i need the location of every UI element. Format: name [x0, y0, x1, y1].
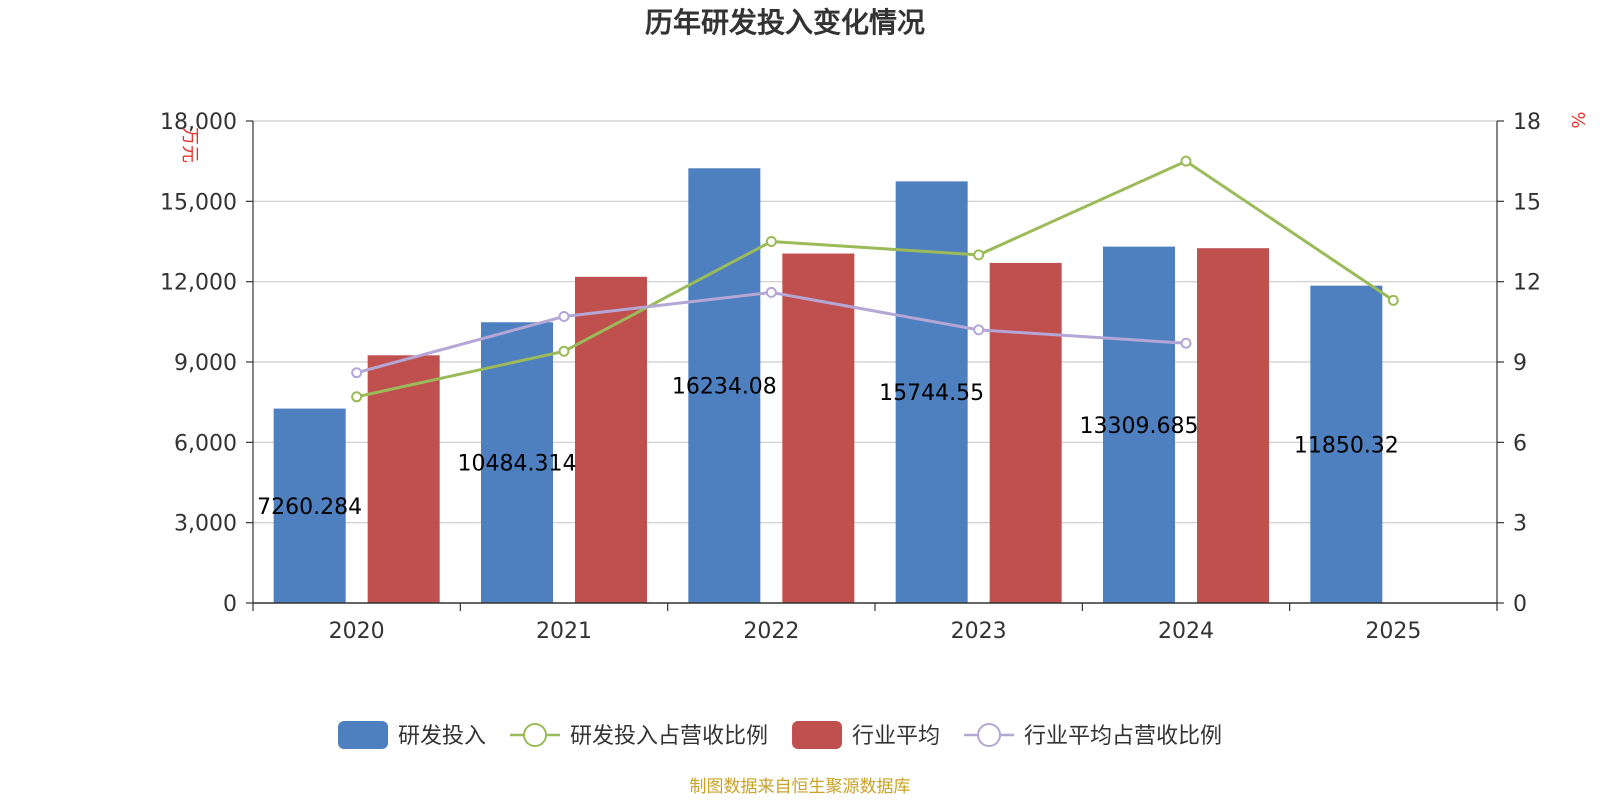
bar-2022-rd — [688, 168, 761, 603]
y-right-unit: % — [1567, 111, 1588, 128]
y-right-tick-label: 3 — [1513, 512, 1527, 537]
legend-swatch-bar — [338, 721, 388, 749]
legend-label: 研发投入占营收比例 — [570, 724, 768, 749]
line-研发投入占营收比例 — [356, 159, 1395, 399]
bar-2024-industry — [1197, 248, 1269, 603]
bar-2025-rd — [1310, 285, 1383, 603]
legend-swatch-marker — [523, 723, 548, 747]
x-tick-label: 2022 — [743, 619, 799, 644]
data-label: 16234.08 — [672, 375, 777, 400]
data-label: 15744.55 — [879, 381, 984, 406]
y-left-tick-label: 6,000 — [174, 431, 237, 456]
bars — [273, 168, 1383, 604]
y-right-tick-label: 9 — [1513, 351, 1527, 376]
y-right-tick-label: 0 — [1513, 592, 1527, 617]
data-labels: 7260.284 10484.314 16234.08 15744.55 13309.6… — [257, 375, 1399, 520]
bar-2020-industry — [367, 355, 440, 603]
line-point — [1180, 337, 1192, 349]
x-tick-label: 2021 — [536, 619, 592, 644]
chart-title: 历年研发投入变化情况 — [645, 6, 925, 39]
y-left-tick-label: 12,000 — [160, 271, 237, 296]
y-left-tick-label: 3,000 — [174, 512, 237, 537]
legend-swatch-bar — [792, 721, 843, 749]
line-point — [558, 345, 570, 357]
x-tick-label: 2024 — [1158, 619, 1214, 644]
bar-2022-industry — [782, 253, 855, 604]
y-left-unit: 万元 — [179, 127, 200, 163]
bar-2023-industry — [989, 262, 1062, 603]
legend: 研发投入 研发投入占营收比例 行业平均 行业平均占营收比例 — [338, 721, 1222, 749]
line-point — [973, 324, 985, 336]
source-note: 制图数据来自恒生聚源数据库 — [690, 777, 911, 797]
x-tick-label: 2020 — [329, 619, 385, 644]
data-label: 7260.284 — [257, 495, 362, 520]
y-right-tick-label: 6 — [1513, 431, 1527, 456]
y-left-tick-label: 0 — [223, 592, 237, 617]
y-left-tick-label: 18,000 — [160, 110, 237, 135]
y-left-tick-label: 15,000 — [160, 190, 237, 215]
bar-2024-rd — [1103, 246, 1175, 604]
data-label: 10484.314 — [458, 452, 577, 477]
axes: 0 0 3,000 3 6,000 6 9,000 9 12,000 12 15,000 15 18,0… — [160, 110, 1541, 644]
y-right-tick-label: 18 — [1513, 110, 1541, 135]
y-right-tick-label: 12 — [1513, 271, 1541, 296]
y-right-tick-label: 15 — [1513, 190, 1541, 215]
line-point — [558, 310, 570, 322]
legend-label: 行业平均占营收比例 — [1024, 724, 1222, 749]
line-point — [1180, 155, 1192, 167]
y-left-tick-label: 9,000 — [174, 351, 237, 376]
line-point — [1387, 294, 1399, 306]
bar-2021-industry — [575, 276, 647, 603]
bar-2020-rd — [273, 408, 346, 603]
series-lines — [351, 155, 1399, 403]
line-point — [351, 367, 363, 379]
line-point — [973, 249, 985, 261]
line-point — [765, 286, 777, 298]
line-point — [765, 236, 777, 247]
x-tick-label: 2023 — [951, 619, 1007, 644]
gridlines — [253, 120, 1497, 524]
x-tick-label: 2025 — [1365, 619, 1421, 644]
data-label: 11850.32 — [1294, 433, 1399, 458]
legend-swatch-marker — [977, 723, 1002, 747]
legend-label: 行业平均 — [852, 724, 940, 749]
bar-2021-rd — [481, 322, 553, 603]
legend-label: 研发投入 — [398, 724, 486, 749]
data-label: 13309.685 — [1080, 414, 1199, 439]
line-point — [351, 391, 363, 403]
